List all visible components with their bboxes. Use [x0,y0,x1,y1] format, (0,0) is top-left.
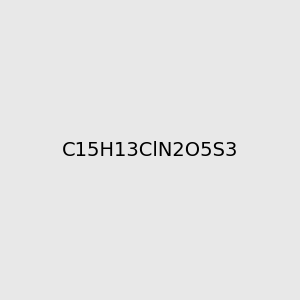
Text: C15H13ClN2O5S3: C15H13ClN2O5S3 [62,140,238,160]
